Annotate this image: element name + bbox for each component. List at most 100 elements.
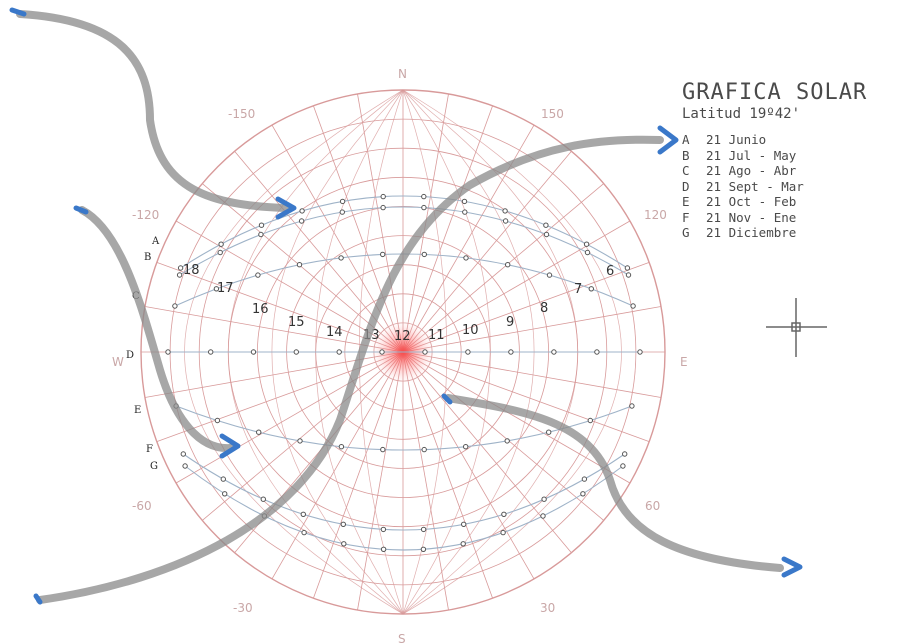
arrow-icon — [441, 393, 453, 405]
legend-item-d: D 21 Sept - Mar — [682, 178, 804, 194]
hour-label-11: 11 — [428, 328, 445, 343]
azimuth-line — [357, 351, 404, 611]
curve-label-f: F — [146, 444, 153, 455]
hour-marker — [258, 222, 265, 228]
hour-marker — [543, 231, 550, 238]
hour-marker — [624, 265, 631, 271]
sun-path-b — [179, 206, 629, 276]
hour-marker — [256, 429, 262, 435]
curve-label-e: E — [134, 405, 141, 416]
azimuth-label-120: 120 — [644, 208, 667, 222]
hour-marker — [222, 491, 228, 497]
curve-label-g: G — [150, 461, 158, 472]
hour-marker — [421, 446, 427, 453]
hour-marker — [339, 209, 345, 215]
azimuth-line — [175, 351, 404, 484]
hour-marker — [502, 208, 508, 214]
azimuth-line — [156, 262, 404, 353]
hour-label-9: 9 — [506, 315, 514, 330]
compass-south: S — [398, 632, 406, 643]
hour-marker — [208, 349, 214, 355]
hour-marker — [260, 496, 266, 502]
arrow-icon — [9, 7, 27, 17]
hour-marker — [293, 349, 299, 355]
hour-marker — [380, 546, 387, 552]
hour-marker — [546, 429, 552, 435]
hour-marker — [380, 526, 387, 533]
azimuth-line — [313, 105, 404, 353]
hour-marker — [340, 521, 346, 527]
legend-subtitle: Latitud 19º42' — [682, 106, 801, 122]
hour-marker — [463, 444, 469, 450]
crosshair-icon — [766, 298, 827, 357]
hour-marker — [176, 272, 183, 278]
hour-label-14: 14 — [326, 325, 343, 340]
hour-marker — [420, 546, 427, 552]
hour-marker — [460, 541, 466, 547]
azimuth-line — [402, 351, 449, 611]
hour-marker — [299, 208, 305, 214]
hour-marker — [508, 349, 514, 355]
hour-marker — [581, 476, 588, 482]
azimuth-line — [402, 351, 604, 521]
legend-item-c: C 21 Ago - Abr — [682, 163, 797, 178]
azimuth-line — [402, 351, 650, 442]
azimuth-line — [357, 93, 404, 353]
azimuth-line — [156, 351, 404, 442]
hour-marker — [637, 349, 643, 355]
sun-path-a — [180, 195, 628, 269]
arrow-path-2 — [78, 206, 234, 453]
hour-marker — [182, 463, 188, 469]
legend-item-g: G 21 Diciembre — [682, 225, 797, 240]
legend-item-e: E 21 Oct - Feb — [682, 194, 797, 209]
hour-marker — [422, 349, 428, 355]
hour-marker — [296, 262, 303, 268]
hour-marker — [380, 193, 386, 200]
arrow-icon — [781, 556, 803, 578]
azimuth-line — [402, 151, 572, 353]
hour-marker — [546, 272, 553, 278]
hour-marker — [502, 218, 509, 224]
hour-marker — [541, 496, 547, 502]
hour-marker — [583, 241, 590, 247]
hour-marker — [500, 529, 506, 536]
azimuth-line — [271, 124, 404, 353]
hour-marker — [214, 417, 221, 424]
azimuth-line — [202, 351, 404, 521]
arrow-icon — [73, 205, 89, 215]
sun-path-curves — [167, 195, 640, 551]
sun-path-g — [184, 465, 624, 551]
azimuth-line — [402, 351, 572, 553]
legend-item-f: F 21 Nov - Ene — [682, 209, 797, 225]
legend: GRAFICA SOLAR Latitud 19º42' A 21 Junio B… — [682, 80, 867, 241]
hour-marker — [584, 249, 591, 256]
azimuth-line — [402, 351, 535, 580]
hour-marker — [297, 438, 303, 444]
azimuth-line — [402, 351, 662, 398]
azimuth-line — [402, 351, 493, 599]
hour-label-8: 8 — [540, 301, 548, 316]
hour-marker — [338, 444, 345, 450]
hour-marker — [213, 286, 220, 292]
arrow-path-3 — [36, 135, 664, 604]
curve-label-b: B — [144, 252, 151, 263]
hour-marker — [588, 286, 594, 292]
azimuth-line — [402, 262, 650, 353]
hour-marker — [420, 526, 427, 533]
azimuth-label-neg60: -60 — [132, 499, 152, 513]
azimuth-line — [175, 220, 404, 353]
hour-marker — [463, 255, 469, 261]
azimuth-line — [402, 220, 631, 353]
hour-marker — [421, 193, 427, 200]
hour-marker — [421, 204, 427, 211]
hour-marker — [217, 249, 223, 256]
hour-marker — [220, 476, 227, 482]
hour-marker — [380, 251, 386, 258]
hour-marker — [250, 349, 257, 355]
curve-label-d: D — [126, 350, 134, 361]
arrow-icon — [219, 433, 241, 459]
hour-label-7: 7 — [574, 282, 582, 297]
hour-marker — [379, 349, 385, 355]
hour-marker — [594, 349, 600, 355]
